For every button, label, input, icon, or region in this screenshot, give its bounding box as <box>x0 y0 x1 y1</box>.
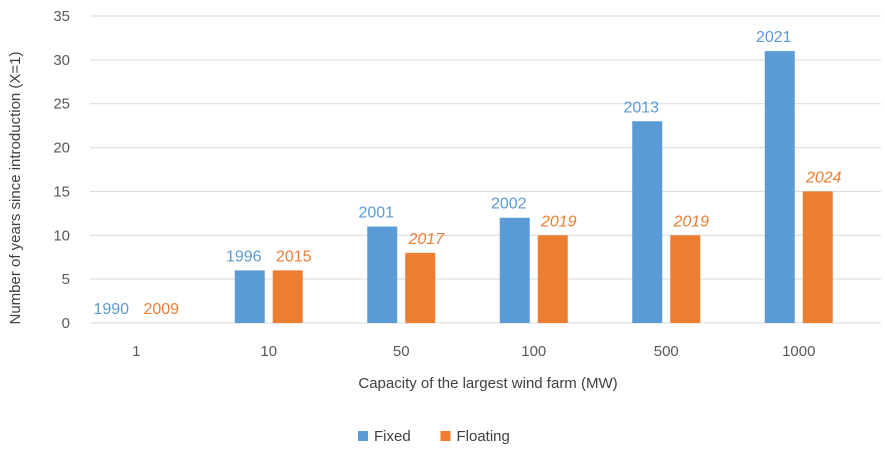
y-tick-label: 15 <box>53 183 70 200</box>
bar-floating-50 <box>405 252 436 323</box>
data-label-fixed-1: 1990 <box>93 301 129 318</box>
y-tick-label: 20 <box>53 140 70 157</box>
bar-fixed-1000 <box>764 51 795 323</box>
data-label-fixed-50: 2001 <box>358 205 394 222</box>
legend-swatch-fixed <box>358 431 368 441</box>
x-tick-label: 50 <box>393 343 410 360</box>
bar-fixed-100 <box>499 217 530 323</box>
data-label-floating-100: 2019 <box>540 213 577 230</box>
data-labels: 1990 2009 1996 2015 2001 2017 2002 2019 2013 2019… <box>93 29 841 318</box>
x-tick-label: 500 <box>654 343 679 360</box>
legend-label-floating: Floating <box>457 428 510 445</box>
x-axis-title: Capacity of the largest wind farm (MW) <box>358 375 617 392</box>
bar-fixed-50 <box>367 226 398 323</box>
legend: Fixed Floating <box>358 428 510 445</box>
bar-fixed-500 <box>632 121 663 323</box>
bar-floating-10 <box>272 270 303 323</box>
data-label-floating-500: 2019 <box>672 213 709 230</box>
data-label-floating-10: 2015 <box>276 248 312 265</box>
x-axis-ticks: 1 10 50 100 500 1000 <box>132 343 815 360</box>
y-axis-ticks: 0 5 10 15 20 25 30 35 <box>53 8 70 332</box>
y-tick-label: 25 <box>53 96 70 113</box>
bar-floating-1000 <box>802 191 833 323</box>
data-label-fixed-10: 1996 <box>226 248 262 265</box>
x-tick-label: 1 <box>132 343 140 360</box>
legend-swatch-floating <box>440 431 451 441</box>
data-label-floating-1000: 2024 <box>805 169 842 186</box>
bar-fixed-10 <box>234 270 265 323</box>
y-tick-label: 5 <box>62 271 70 288</box>
x-tick-label: 100 <box>521 343 546 360</box>
data-label-fixed-1000: 2021 <box>756 29 792 46</box>
data-label-floating-1: 2009 <box>143 301 179 318</box>
gridlines <box>90 15 881 324</box>
data-label-fixed-500: 2013 <box>623 99 659 116</box>
data-label-floating-50: 2017 <box>407 231 445 248</box>
y-tick-label: 35 <box>53 8 70 25</box>
bar-floating-100 <box>537 235 568 323</box>
y-tick-label: 0 <box>62 315 70 332</box>
bar-floating-500 <box>670 235 701 323</box>
data-label-fixed-100: 2002 <box>491 196 527 213</box>
y-tick-label: 30 <box>53 52 70 69</box>
bars <box>234 51 833 323</box>
x-tick-label: 1000 <box>782 343 815 360</box>
x-tick-label: 10 <box>260 343 277 360</box>
y-tick-label: 10 <box>53 227 70 244</box>
y-axis-title: Number of years since introduction (X=1) <box>7 51 24 324</box>
legend-label-fixed: Fixed <box>374 428 411 445</box>
